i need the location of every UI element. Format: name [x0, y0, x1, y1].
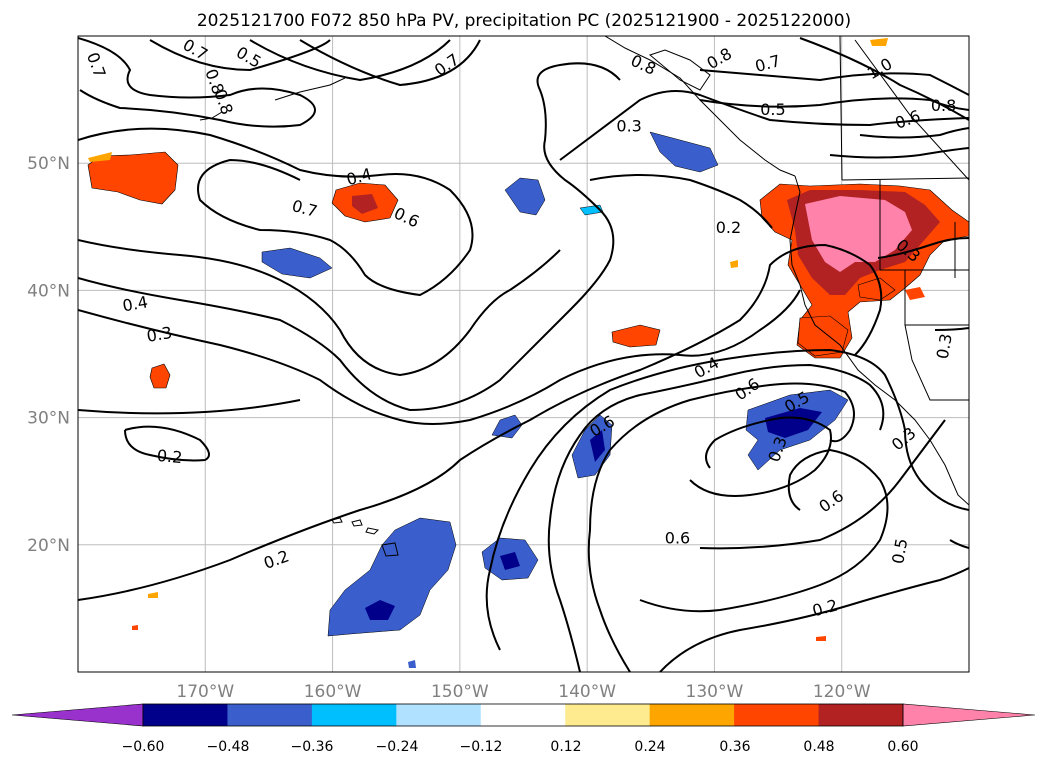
precip-positive-pacific-nw [759, 183, 969, 359]
colorbar-segment [480, 704, 566, 726]
contour-label: 0.8 [931, 96, 956, 115]
precip-positive-west-pacific [87, 38, 888, 641]
colorbar-tick-label: −0.24 [376, 739, 419, 755]
contour-label: 0.2 [716, 218, 741, 237]
colorbar-segment [311, 704, 397, 726]
lat-tick-label: 40°N [27, 281, 70, 301]
lon-tick-label: 140°W [558, 682, 616, 702]
lon-tick-label: 150°W [431, 682, 489, 702]
pv-contours [78, 37, 969, 672]
colorbar-segment [649, 704, 735, 726]
lon-tick-labels: 170°W 160°W 150°W 140°W 130°W 120°W [176, 682, 870, 702]
gridlines [78, 36, 969, 672]
contour-label: 0.2 [156, 446, 183, 467]
colorbar-segment [396, 704, 482, 726]
lon-tick-label: 120°W [813, 682, 871, 702]
colorbar-tick-label: −0.12 [460, 739, 503, 755]
colorbar-tick-label: 0.36 [719, 739, 750, 755]
map-frame [77, 35, 970, 673]
colorbar-tick-label: 0.12 [550, 739, 581, 755]
lat-tick-label: 20°N [27, 536, 70, 556]
colorbar-segment [734, 704, 820, 726]
colorbar-tick-label: 0.48 [803, 739, 834, 755]
colorbar-tick-label: 0.60 [887, 739, 918, 755]
colorbar-tick-label: −0.36 [291, 739, 334, 755]
colorbar-tick-label: 0.24 [634, 739, 665, 755]
lat-tick-labels: 50°N 40°N 30°N 20°N [27, 154, 70, 556]
colorbar-segment [143, 704, 228, 726]
map-panel: 0.70.7 0.50.80.80.40.7 0.60.70.30.8 0.8 0.70… [78, 36, 969, 672]
contour-label: 0.3 [933, 332, 956, 360]
lat-tick-label: 50°N [27, 154, 70, 174]
contour-label: 0.6 [665, 528, 690, 547]
colorbar-segment [565, 704, 651, 726]
lon-tick-label: 170°W [176, 682, 234, 702]
colorbar-segment [818, 704, 904, 726]
contour-label: 0.5 [760, 100, 785, 119]
colorbar-tick-label: −0.60 [122, 739, 165, 755]
lon-tick-label: 160°W [304, 682, 362, 702]
contour-label: 0.5 [888, 537, 911, 565]
lon-tick-label: 130°W [686, 682, 744, 702]
contour-label: 0.4 [121, 292, 149, 315]
colorbar-tick-label: −0.48 [207, 739, 250, 755]
colorbar-segment [227, 704, 313, 726]
map-title: 2025121700 F072 850 hPa PV, precipitatio… [197, 11, 851, 31]
lat-tick-label: 30°N [27, 409, 70, 429]
contour-label: 0.3 [616, 116, 641, 135]
colorbar [11, 703, 1036, 727]
colorbar-tick-labels: −0.60 −0.48 −0.36 −0.24 −0.12 0.12 0.24 0.36 0.4… [122, 739, 919, 755]
contour-label: 0.3 [145, 323, 173, 346]
colorbar-frame [142, 703, 904, 727]
